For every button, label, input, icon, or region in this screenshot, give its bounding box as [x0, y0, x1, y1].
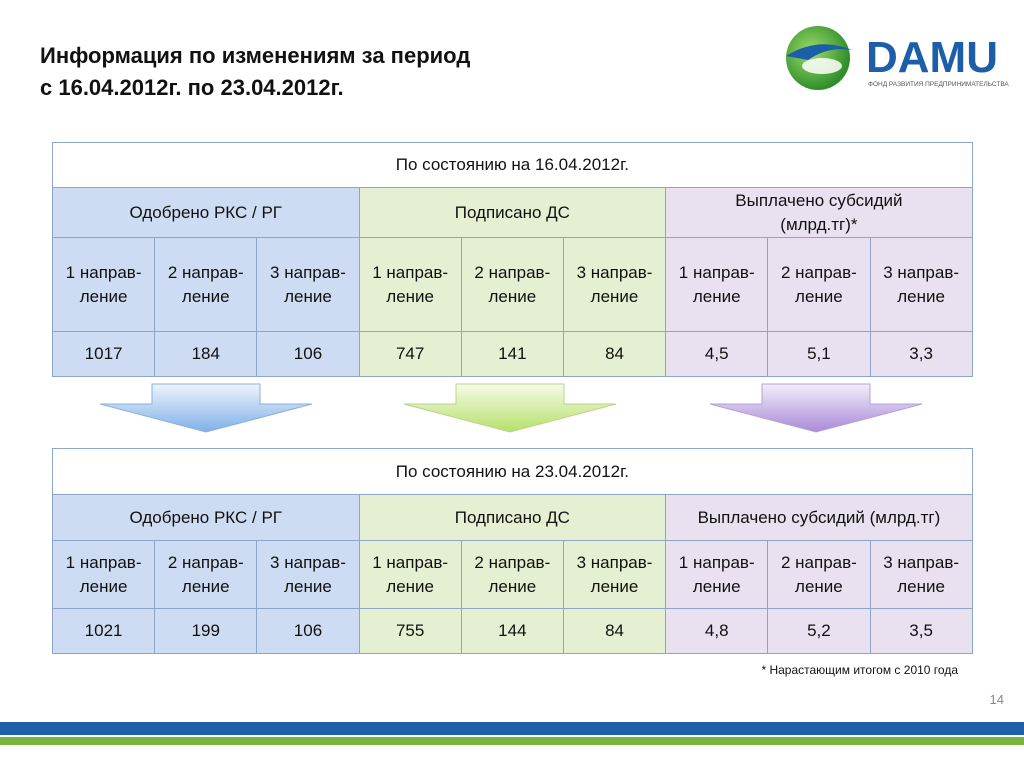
group-row: Одобрено РКС / РГ Подписано ДС Выплачено с…	[52, 187, 973, 238]
subheader: 2 направ- ление	[154, 237, 258, 332]
data-table: По состоянию на 16.04.2012г. Одобрено РКС…	[51, 142, 973, 377]
subheader-row: 1 направ- ление 2 направ- ление 3 направ- …	[51, 540, 973, 609]
value-cell: 3,3	[869, 331, 973, 377]
value-cell: 84	[562, 331, 667, 377]
subheader: 1 направ- ление	[358, 540, 462, 609]
value-cell: 4,8	[665, 608, 769, 654]
value-cell: 141	[460, 331, 564, 377]
value-cell: 1021	[51, 608, 156, 654]
value-cell: 755	[358, 608, 462, 654]
subheader: 2 направ- ление	[460, 237, 564, 332]
subheader: 1 направ- ление	[51, 237, 156, 332]
group-header: Одобрено РКС / РГ	[52, 187, 360, 238]
subheader: 2 направ- ление	[154, 540, 258, 609]
subheader: 3 направ- ление	[562, 540, 667, 609]
value-row: 1017 184 106 747 141 84 4,5 5,1 3,3	[51, 331, 973, 377]
arrow	[403, 383, 617, 433]
arrow	[99, 383, 313, 433]
logo: DAMU ФОНД РАЗВИТИЯ ПРЕДПРИНИМАТЕЛЬСТВА	[786, 26, 1009, 90]
subheader: 3 направ- ление	[256, 540, 360, 609]
value-cell: 106	[256, 331, 360, 377]
subheader: 2 направ- ление	[767, 237, 871, 332]
caption: По состоянию на 16.04.2012г.	[52, 142, 973, 188]
subheader: 1 направ- ление	[51, 540, 156, 609]
value-cell: 106	[256, 608, 360, 654]
value-cell: 747	[358, 331, 462, 377]
value-cell: 5,1	[767, 331, 871, 377]
subheader: 1 направ- ление	[665, 237, 769, 332]
subheader: 3 направ- ление	[869, 540, 973, 609]
value-cell: 84	[562, 608, 667, 654]
caption-row: По состоянию на 16.04.2012г.	[52, 142, 973, 188]
arrows	[99, 383, 923, 433]
subheader: 1 направ- ление	[358, 237, 462, 332]
value-cell: 184	[154, 331, 258, 377]
subheader: 2 направ- ление	[767, 540, 871, 609]
group-header: Одобрено РКС / РГ	[52, 494, 360, 541]
group-header: Выплачено субсидий (млрд.тг)*	[665, 187, 973, 238]
caption: По состоянию на 23.04.2012г.	[52, 448, 973, 495]
value-cell: 1017	[51, 331, 156, 377]
logo-name: DAMU	[866, 33, 998, 82]
slide-title: Информация по изменениям за период с 16.…	[40, 40, 470, 104]
page-number: 14	[989, 692, 1004, 707]
data-table: По состоянию на 23.04.2012г. Одобрено РКС…	[51, 448, 973, 654]
group-header: Выплачено субсидий (млрд.тг)	[665, 494, 973, 541]
title-line: с 16.04.2012г. по 23.04.2012г.	[40, 75, 344, 100]
logo-tagline: ФОНД РАЗВИТИЯ ПРЕДПРИНИМАТЕЛЬСТВА	[868, 81, 1009, 88]
group-header: Подписано ДС	[358, 494, 667, 541]
caption-row: По состоянию на 23.04.2012г.	[52, 448, 973, 495]
subheader: 3 направ- ление	[869, 237, 973, 332]
group-header: Подписано ДС	[358, 187, 667, 238]
subheader-row: 1 направ- ление 2 направ- ление 3 направ- …	[51, 237, 973, 332]
subheader: 3 направ- ление	[256, 237, 360, 332]
group-row: Одобрено РКС / РГ Подписано ДС Выплачено с…	[52, 494, 973, 541]
value-cell: 199	[154, 608, 258, 654]
subheader: 2 направ- ление	[460, 540, 564, 609]
value-cell: 4,5	[665, 331, 769, 377]
subheader: 1 направ- ление	[665, 540, 769, 609]
title-line: Информация по изменениям за период	[40, 43, 471, 68]
arrow	[709, 383, 923, 433]
value-row: 1021 199 106 755 144 84 4,8 5,2 3,5	[51, 608, 973, 654]
footnote: * Нарастающим итогом с 2010 года	[761, 663, 958, 677]
footer-bar	[0, 722, 1024, 735]
value-cell: 144	[460, 608, 564, 654]
value-cell: 5,2	[767, 608, 871, 654]
subheader: 3 направ- ление	[562, 237, 667, 332]
footer-bar	[0, 737, 1024, 745]
value-cell: 3,5	[869, 608, 973, 654]
